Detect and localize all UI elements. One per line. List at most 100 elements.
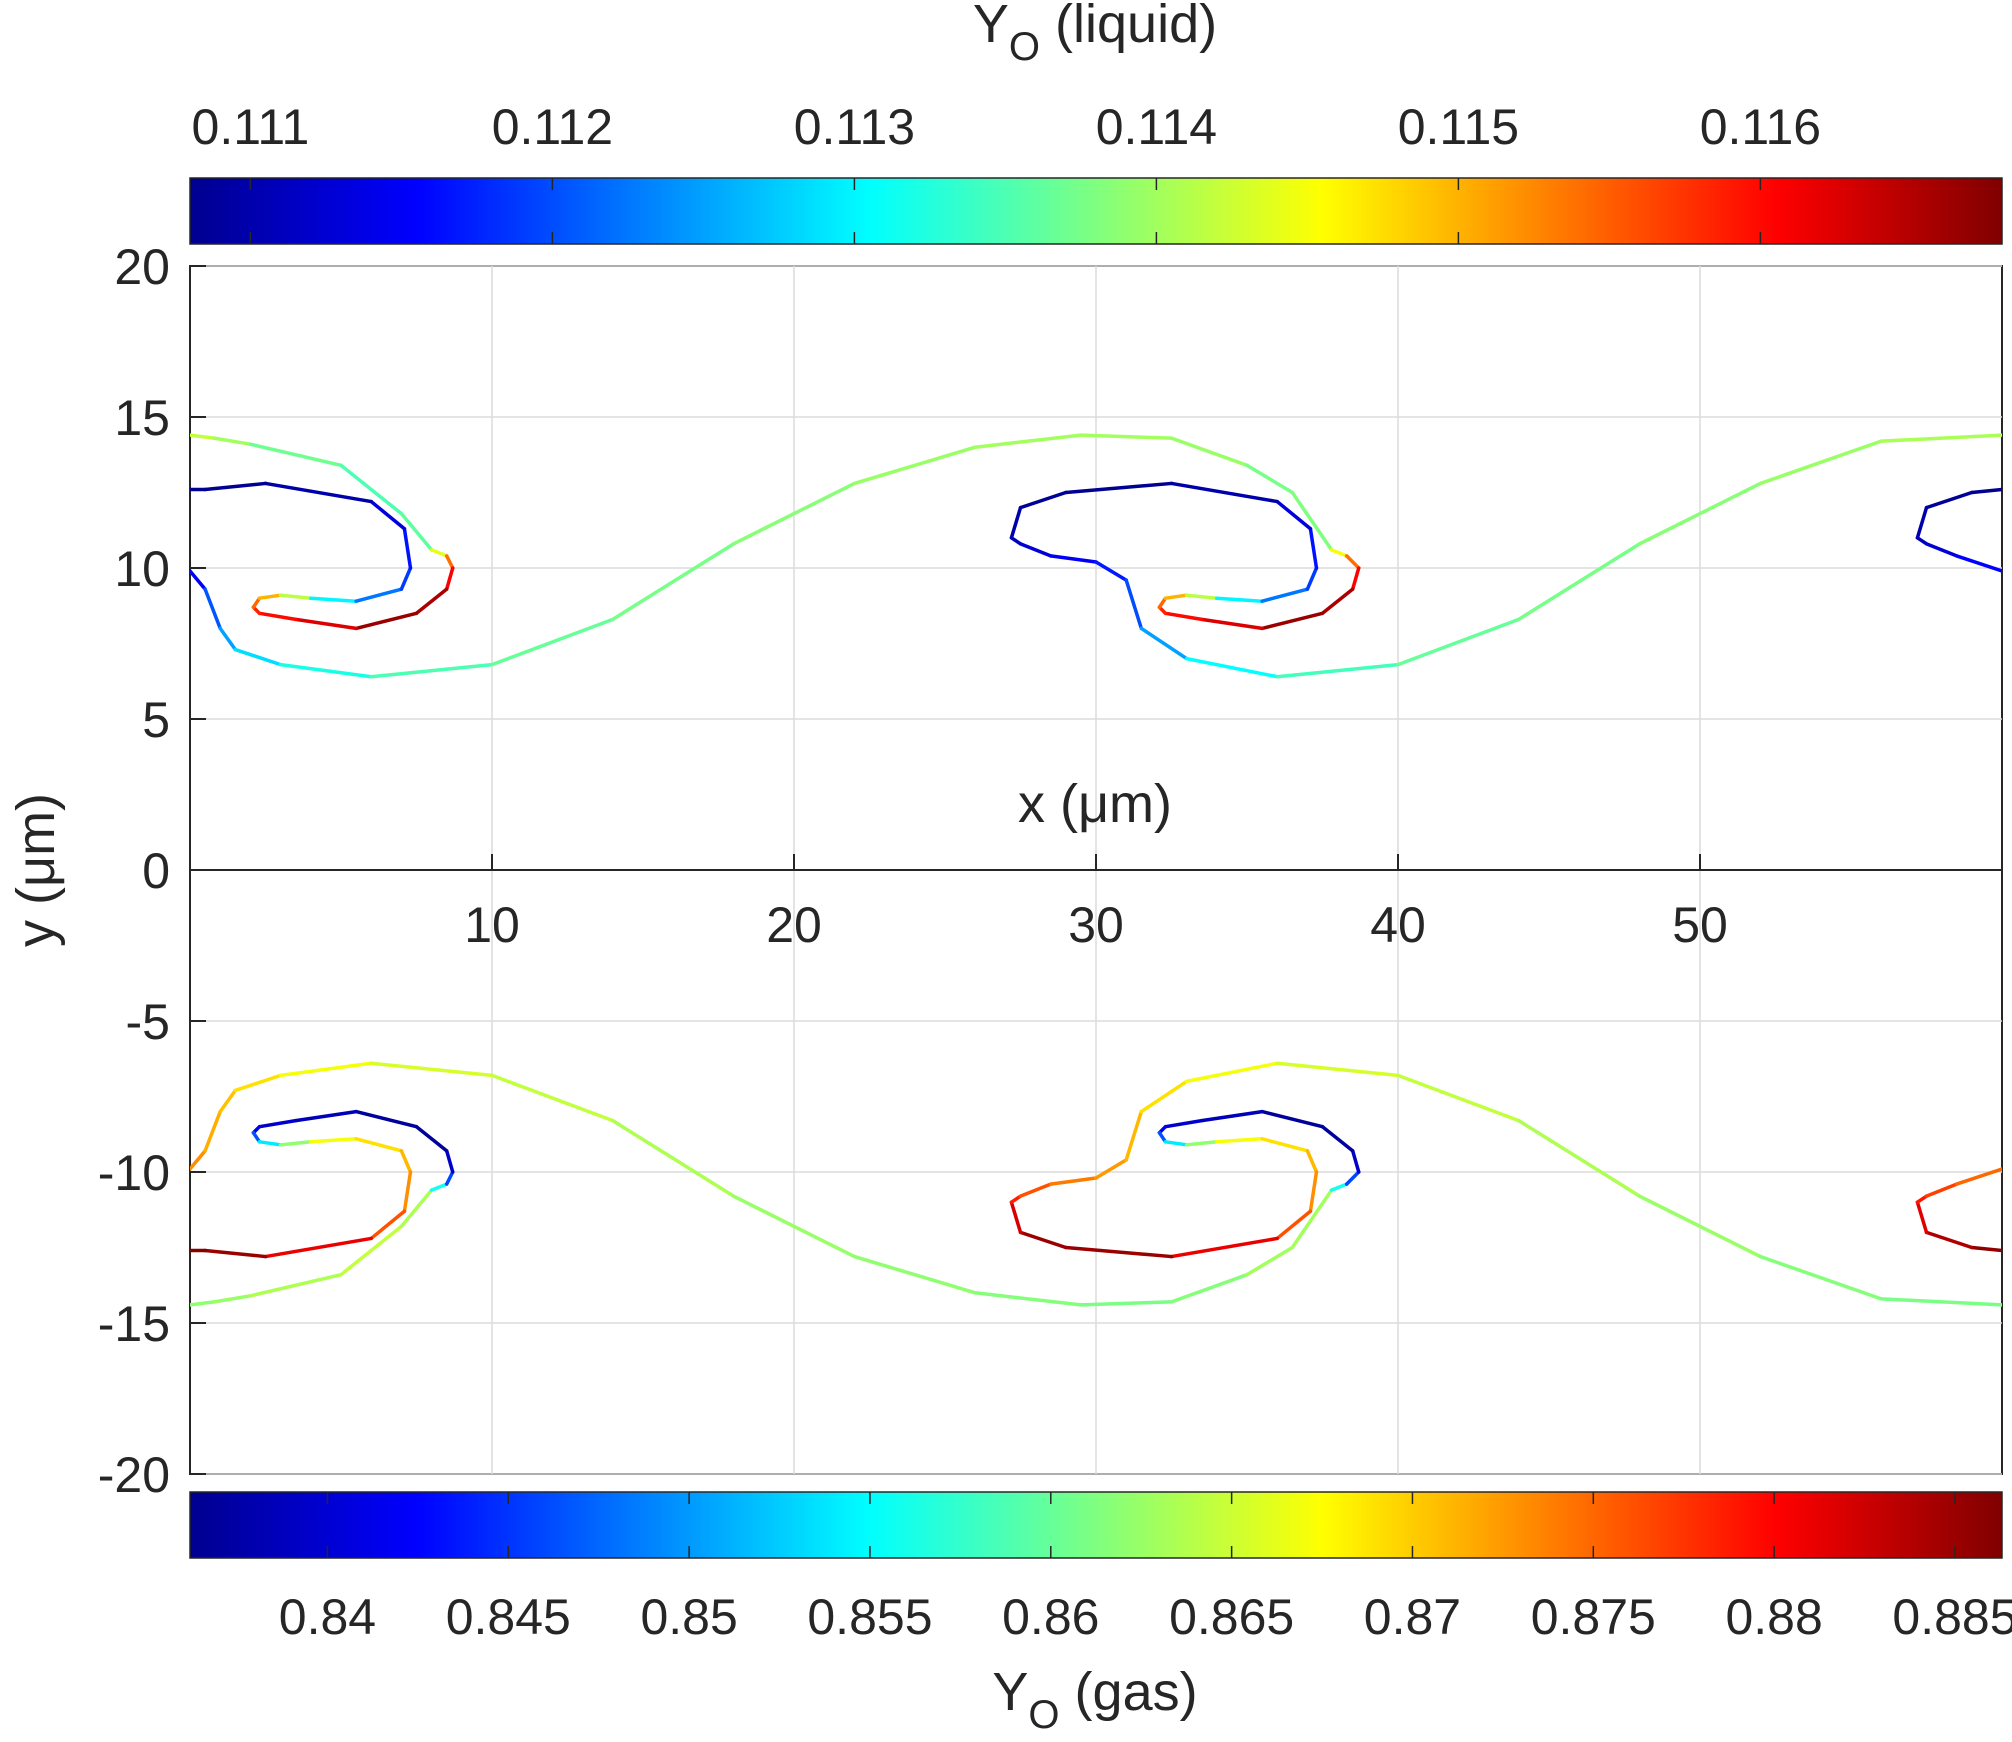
y-tick-label: -5 — [126, 994, 170, 1050]
y-tick-label: 5 — [142, 692, 170, 748]
curve-segment — [309, 1137, 358, 1144]
curve-segment — [1260, 587, 1310, 603]
curve-liquid — [190, 433, 2002, 679]
curve-segment — [1124, 578, 1144, 631]
curve-segment — [212, 1294, 253, 1304]
curve-segment — [490, 1073, 615, 1123]
curve-segment — [1163, 1118, 1204, 1129]
curve-segment — [203, 587, 222, 631]
curve-segment — [1308, 526, 1319, 570]
curve-segment — [1924, 1182, 1959, 1198]
curve-segment — [257, 1140, 283, 1147]
curve-segment — [1924, 490, 1974, 510]
colorbar-tick-label: 0.88 — [1725, 1589, 1822, 1645]
colorbar-liquid-tick-marks — [249, 178, 1762, 244]
curve-segment — [1305, 566, 1319, 591]
colorbar-gas-tick-marks — [326, 1492, 1956, 1558]
curve-segment — [1169, 1236, 1279, 1259]
curve-segment — [339, 1224, 404, 1277]
curve-segment — [399, 1188, 434, 1229]
curve-segment — [1163, 1140, 1189, 1147]
curve-segment — [1094, 560, 1128, 582]
colorbar-tick-label: 0.87 — [1364, 1589, 1461, 1645]
curve-segment — [1915, 505, 1929, 540]
curve-segment — [399, 511, 434, 552]
curve-segment — [278, 593, 313, 600]
curve-segment — [1184, 1061, 1279, 1084]
curve-segment — [1260, 611, 1325, 631]
curve-segment — [852, 445, 977, 486]
curve-segment — [190, 1300, 216, 1307]
curve-segment — [1954, 1167, 2002, 1186]
colorbar-tick-label: 0.86 — [1002, 1589, 1099, 1645]
curve-segment — [1018, 542, 1053, 558]
y-tick-label: -20 — [98, 1447, 170, 1503]
curve-gas — [190, 1061, 2002, 1307]
curve-segment — [1094, 1158, 1128, 1180]
curve-segment — [444, 554, 455, 570]
x-tick-label: 50 — [1672, 897, 1728, 953]
curve-segment — [1157, 596, 1168, 610]
x-axis-label: x (μm) — [1018, 774, 1172, 834]
curve-segment — [1350, 566, 1361, 591]
curve-segment — [190, 433, 216, 440]
colorbar-tick-label: 0.84 — [279, 1589, 376, 1645]
curve-segment — [973, 433, 1083, 449]
curve-segment — [339, 463, 404, 516]
curve-segment — [233, 647, 283, 667]
colorbar-liquid-tick-labels: 0.111 0.112 0.113 0.114 0.115 0.116 — [192, 99, 1822, 155]
curve-segment — [203, 481, 268, 492]
colorbar-tick-label: 0.885 — [1892, 1589, 2012, 1645]
y-tick-label: 0 — [142, 843, 170, 899]
x-tick-label: 10 — [464, 897, 520, 953]
curve-segment — [212, 436, 253, 446]
y-ticks: -20 -15 -10 -5 0 5 10 15 20 — [98, 239, 206, 1503]
curve-segment — [369, 1209, 407, 1241]
colorbar-tick-label: 0.114 — [1096, 99, 1217, 155]
y-tick-label: 10 — [114, 541, 170, 597]
colorbar-tick-label: 0.875 — [1531, 1589, 1656, 1645]
curve-segment — [611, 542, 736, 622]
curve-segment — [490, 617, 615, 667]
curve-segment — [1329, 548, 1349, 558]
curve-segment — [1290, 1188, 1334, 1250]
curve-segment — [1245, 1245, 1295, 1277]
curve-segment — [1275, 1209, 1313, 1241]
colorbar-tick-label: 0.111 — [192, 99, 310, 155]
curve-segment — [354, 1109, 419, 1129]
colorbar-tick-label: 0.112 — [492, 99, 613, 155]
y-tick-label: 15 — [114, 390, 170, 446]
curve-segment — [354, 1137, 404, 1153]
curve-segment — [1184, 1140, 1219, 1147]
curve-segment — [1009, 1194, 1023, 1204]
curve-segment — [1275, 1061, 1400, 1078]
x-tick-label: 20 — [766, 897, 822, 953]
curve-segment — [1915, 536, 1929, 546]
curve-segment — [1163, 611, 1204, 622]
curve-segment — [248, 442, 343, 468]
curve-segment — [1079, 1300, 1174, 1307]
curve-segment — [190, 1149, 207, 1171]
curve-segment — [1344, 1170, 1361, 1186]
curve-segment — [1009, 1200, 1023, 1235]
curve-segment — [257, 1118, 298, 1129]
colorbar-tick-label: 0.855 — [807, 1589, 932, 1645]
curve-segment — [1924, 1230, 1974, 1250]
curve-segment — [1245, 463, 1295, 495]
curve-segment — [1018, 490, 1068, 510]
colorbar-gas-label: YO (gas) — [992, 1662, 1197, 1737]
curve-segment — [1009, 536, 1023, 546]
curve-segment — [251, 1130, 262, 1144]
curve-segment — [973, 1291, 1083, 1307]
y-axis-label: y (μm) — [6, 793, 66, 947]
interface-curves — [190, 433, 2002, 1307]
curve-segment — [233, 1073, 283, 1093]
curve-segment — [1048, 1176, 1098, 1186]
curve-segment — [1517, 542, 1642, 622]
curve-segment — [1517, 1118, 1642, 1198]
curve-segment — [1396, 1073, 1521, 1123]
curve-segment — [1199, 617, 1264, 631]
curve-segment — [1184, 593, 1219, 600]
